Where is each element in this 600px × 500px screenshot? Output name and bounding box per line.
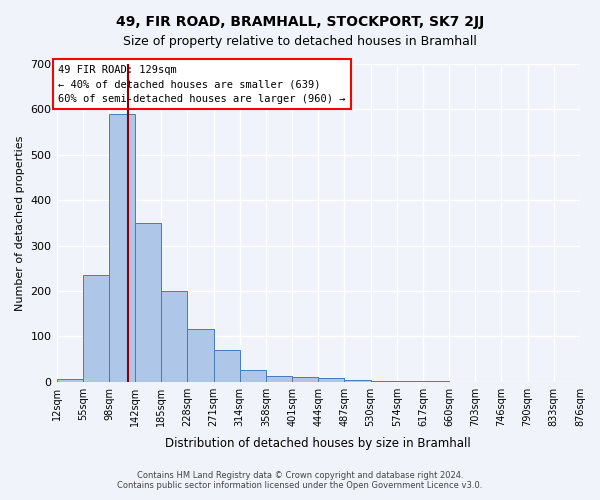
Bar	[187, 330, 214, 382]
Text: 49, FIR ROAD, BRAMHALL, STOCKPORT, SK7 2JJ: 49, FIR ROAD, BRAMHALL, STOCKPORT, SK7 2…	[116, 15, 484, 29]
Bar	[371, 380, 397, 382]
Bar	[318, 378, 344, 382]
Bar	[292, 377, 318, 382]
Bar	[240, 370, 266, 382]
Bar	[135, 223, 161, 382]
Bar	[83, 275, 109, 382]
X-axis label: Distribution of detached houses by size in Bramhall: Distribution of detached houses by size …	[166, 437, 471, 450]
Text: Contains HM Land Registry data © Crown copyright and database right 2024.
Contai: Contains HM Land Registry data © Crown c…	[118, 470, 482, 490]
Text: 49 FIR ROAD: 129sqm
← 40% of detached houses are smaller (639)
60% of semi-detac: 49 FIR ROAD: 129sqm ← 40% of detached ho…	[58, 64, 346, 104]
Text: Size of property relative to detached houses in Bramhall: Size of property relative to detached ho…	[123, 35, 477, 48]
Bar	[344, 380, 371, 382]
Bar	[161, 291, 187, 382]
Bar	[266, 376, 292, 382]
Bar	[109, 114, 135, 382]
Y-axis label: Number of detached properties: Number of detached properties	[15, 135, 25, 310]
Bar	[214, 350, 240, 382]
Bar	[56, 380, 83, 382]
